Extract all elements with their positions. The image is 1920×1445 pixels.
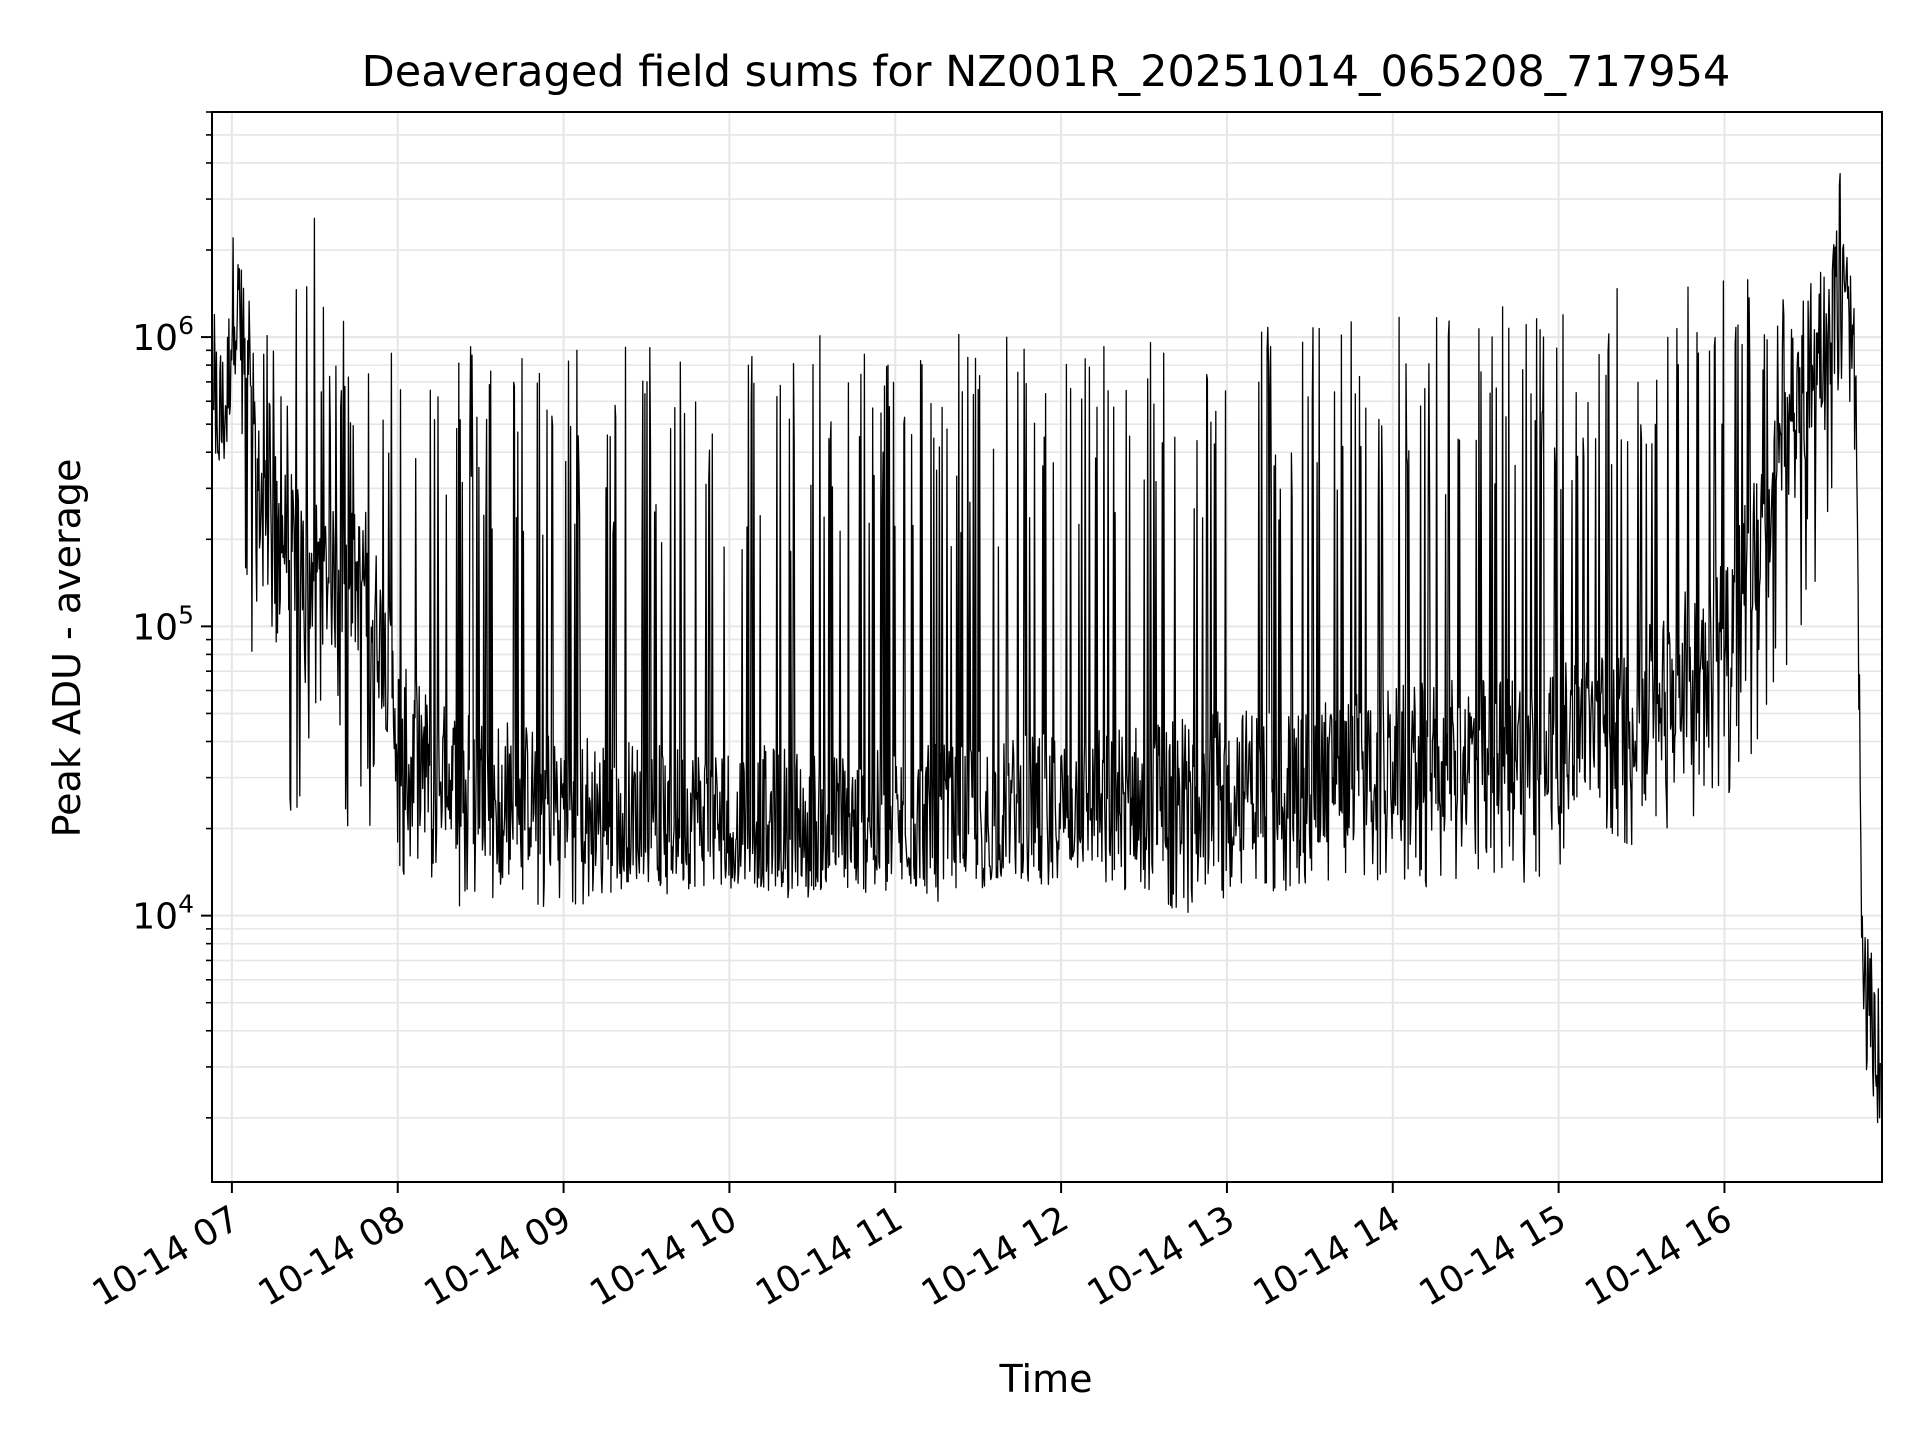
series-line (213, 173, 1881, 1124)
y-tick-label: 106 (132, 311, 194, 359)
plot-frame (211, 111, 1883, 1183)
y-axis-label: Peak ADU - average (45, 459, 89, 838)
y-tick-label: 105 (132, 600, 194, 648)
y-axis: 104 105 106 (132, 111, 212, 1119)
chart-title: Deaveraged field sums for NZ001R_2025101… (362, 47, 1731, 97)
plot-area (213, 173, 1881, 1124)
y-tick-label: 104 (132, 890, 194, 938)
x-axis-label: Time (999, 1357, 1093, 1401)
